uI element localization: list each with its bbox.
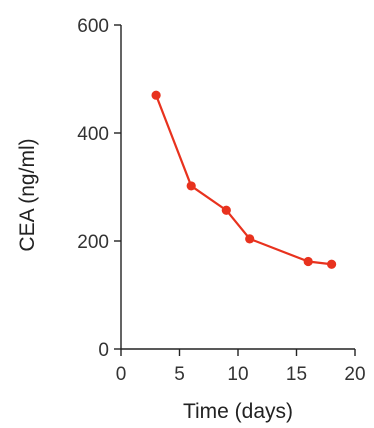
data-point xyxy=(327,259,337,269)
x-axis-title: Time (days) xyxy=(183,400,293,423)
data-point xyxy=(303,256,313,267)
y-axis-title: CEA (ng/ml) xyxy=(16,138,39,251)
series-layer xyxy=(151,90,337,269)
x-ticks: 0 5 10 15 20 xyxy=(116,349,366,385)
data-point xyxy=(151,90,161,100)
x-tick-label: 10 xyxy=(227,364,248,385)
data-point xyxy=(245,234,255,244)
x-tick-label: 0 xyxy=(116,364,127,385)
data-point xyxy=(186,181,196,191)
y-tick-label: 200 xyxy=(77,232,109,253)
x-tick-label: 15 xyxy=(286,364,307,385)
y-tick-label: 600 xyxy=(77,16,109,37)
y-ticks: 0 200 400 600 xyxy=(77,16,121,361)
series-line xyxy=(155,94,332,266)
x-tick-label: 5 xyxy=(174,364,185,385)
y-tick-label: 400 xyxy=(77,124,109,145)
x-tick-label: 20 xyxy=(344,364,365,385)
y-tick-label: 0 xyxy=(98,340,109,361)
data-point xyxy=(221,205,231,215)
